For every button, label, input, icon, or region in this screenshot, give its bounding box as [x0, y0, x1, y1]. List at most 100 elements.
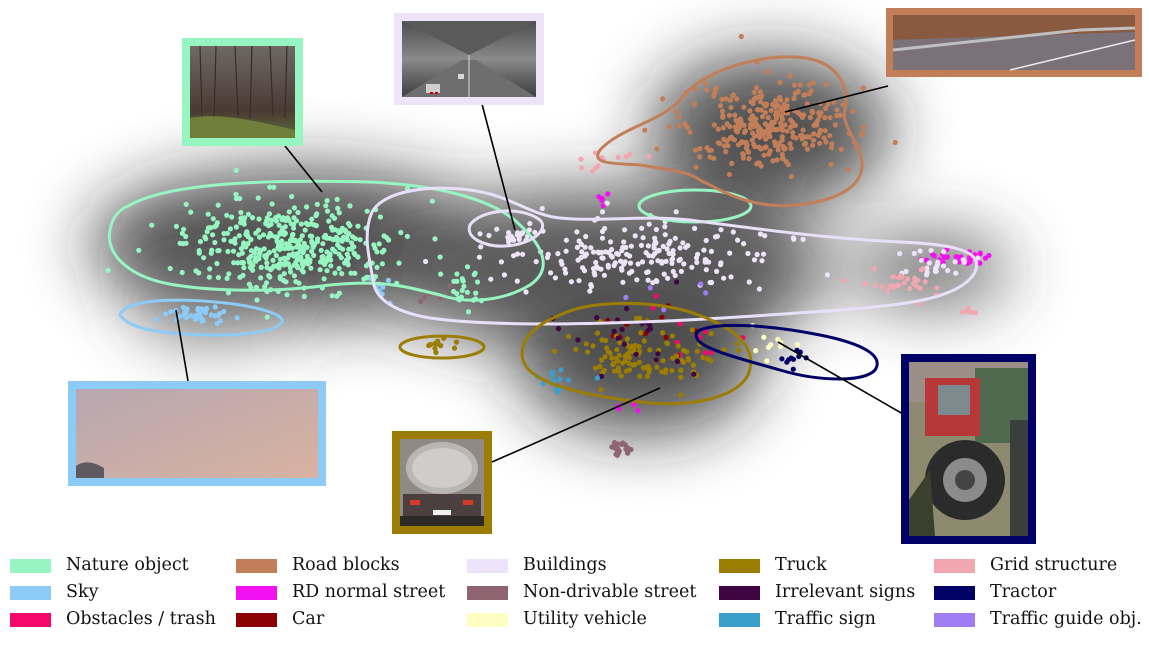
- data-point: [314, 201, 320, 207]
- data-point: [901, 280, 907, 286]
- legend-swatch: [467, 586, 508, 600]
- data-point: [210, 216, 216, 222]
- legend-label: Non-drivable street: [523, 582, 697, 603]
- data-point: [934, 285, 940, 291]
- data-point: [652, 251, 658, 257]
- data-point: [690, 362, 697, 368]
- data-point: [153, 316, 159, 323]
- data-point: [261, 246, 267, 252]
- data-point: [276, 241, 282, 248]
- data-point: [342, 260, 348, 266]
- legend-swatch: [467, 613, 508, 627]
- data-point: [639, 225, 645, 231]
- data-point: [788, 145, 794, 151]
- data-point: [677, 321, 683, 327]
- data-point: [747, 125, 754, 131]
- data-point: [825, 101, 831, 107]
- data-point: [273, 218, 279, 224]
- data-point: [616, 352, 623, 358]
- data-point: [477, 231, 483, 237]
- data-point: [660, 96, 666, 102]
- data-point: [280, 277, 286, 284]
- data-point: [381, 247, 387, 253]
- data-point: [790, 235, 797, 241]
- data-point: [173, 223, 179, 229]
- data-point: [230, 248, 237, 254]
- data-point: [672, 272, 678, 279]
- data-point: [335, 205, 341, 211]
- data-point: [433, 349, 439, 356]
- data-point: [677, 256, 683, 262]
- data-point: [520, 251, 526, 257]
- data-point: [646, 154, 652, 160]
- data-point: [703, 237, 709, 244]
- data-point: [396, 260, 402, 266]
- data-point: [286, 252, 292, 258]
- data-point: [237, 274, 243, 280]
- data-point: [291, 205, 297, 211]
- data-point: [563, 237, 570, 243]
- data-point: [212, 224, 218, 230]
- data-point: [818, 127, 824, 133]
- data-point: [204, 305, 210, 312]
- data-point: [188, 313, 194, 319]
- data-point: [817, 140, 823, 146]
- thumbnails: [68, 8, 1142, 544]
- data-point: [451, 278, 457, 284]
- data-point: [163, 311, 169, 317]
- data-point: [641, 338, 647, 344]
- data-point: [670, 268, 676, 275]
- data-point: [232, 240, 238, 246]
- data-point: [953, 254, 959, 260]
- data-point: [327, 251, 333, 257]
- data-point: [454, 271, 460, 277]
- data-point: [374, 264, 380, 270]
- data-point: [681, 261, 687, 267]
- data-point: [260, 232, 267, 238]
- data-point: [555, 251, 561, 257]
- data-point: [324, 268, 330, 274]
- legend-label: Tractor: [990, 582, 1057, 603]
- series-traffic-guide-obj: [623, 281, 709, 313]
- data-point: [149, 222, 155, 228]
- data-point: [823, 139, 829, 145]
- data-point: [765, 124, 771, 130]
- data-point: [596, 250, 602, 256]
- data-point: [763, 136, 769, 142]
- data-point: [246, 281, 252, 287]
- data-point: [689, 264, 695, 270]
- data-point: [472, 270, 478, 276]
- data-point: [196, 250, 202, 256]
- data-point: [266, 223, 272, 229]
- data-point: [269, 217, 275, 223]
- data-point: [588, 282, 594, 288]
- data-point: [828, 145, 835, 151]
- data-point: [712, 234, 719, 240]
- data-point: [735, 120, 742, 126]
- data-point: [573, 346, 579, 352]
- data-point: [768, 127, 774, 133]
- data-point: [627, 260, 634, 266]
- data-point: [282, 224, 288, 230]
- contour-truck-small: [398, 334, 486, 360]
- data-point: [519, 230, 525, 237]
- legend-label: Obstacles / trash: [66, 609, 216, 630]
- data-point: [576, 238, 582, 244]
- data-point: [238, 260, 244, 266]
- data-point: [669, 260, 675, 266]
- data-point: [568, 279, 575, 285]
- data-point: [756, 144, 762, 150]
- data-point: [931, 253, 937, 259]
- data-point: [579, 249, 585, 255]
- data-point: [797, 82, 804, 88]
- data-point: [339, 238, 345, 244]
- legend-swatch: [934, 559, 975, 573]
- data-point: [784, 359, 790, 365]
- data-point: [623, 446, 629, 452]
- data-point: [590, 343, 596, 349]
- data-point: [687, 129, 693, 135]
- data-point: [747, 108, 753, 114]
- data-point: [311, 242, 317, 248]
- data-point: [728, 104, 734, 111]
- data-point: [663, 334, 669, 340]
